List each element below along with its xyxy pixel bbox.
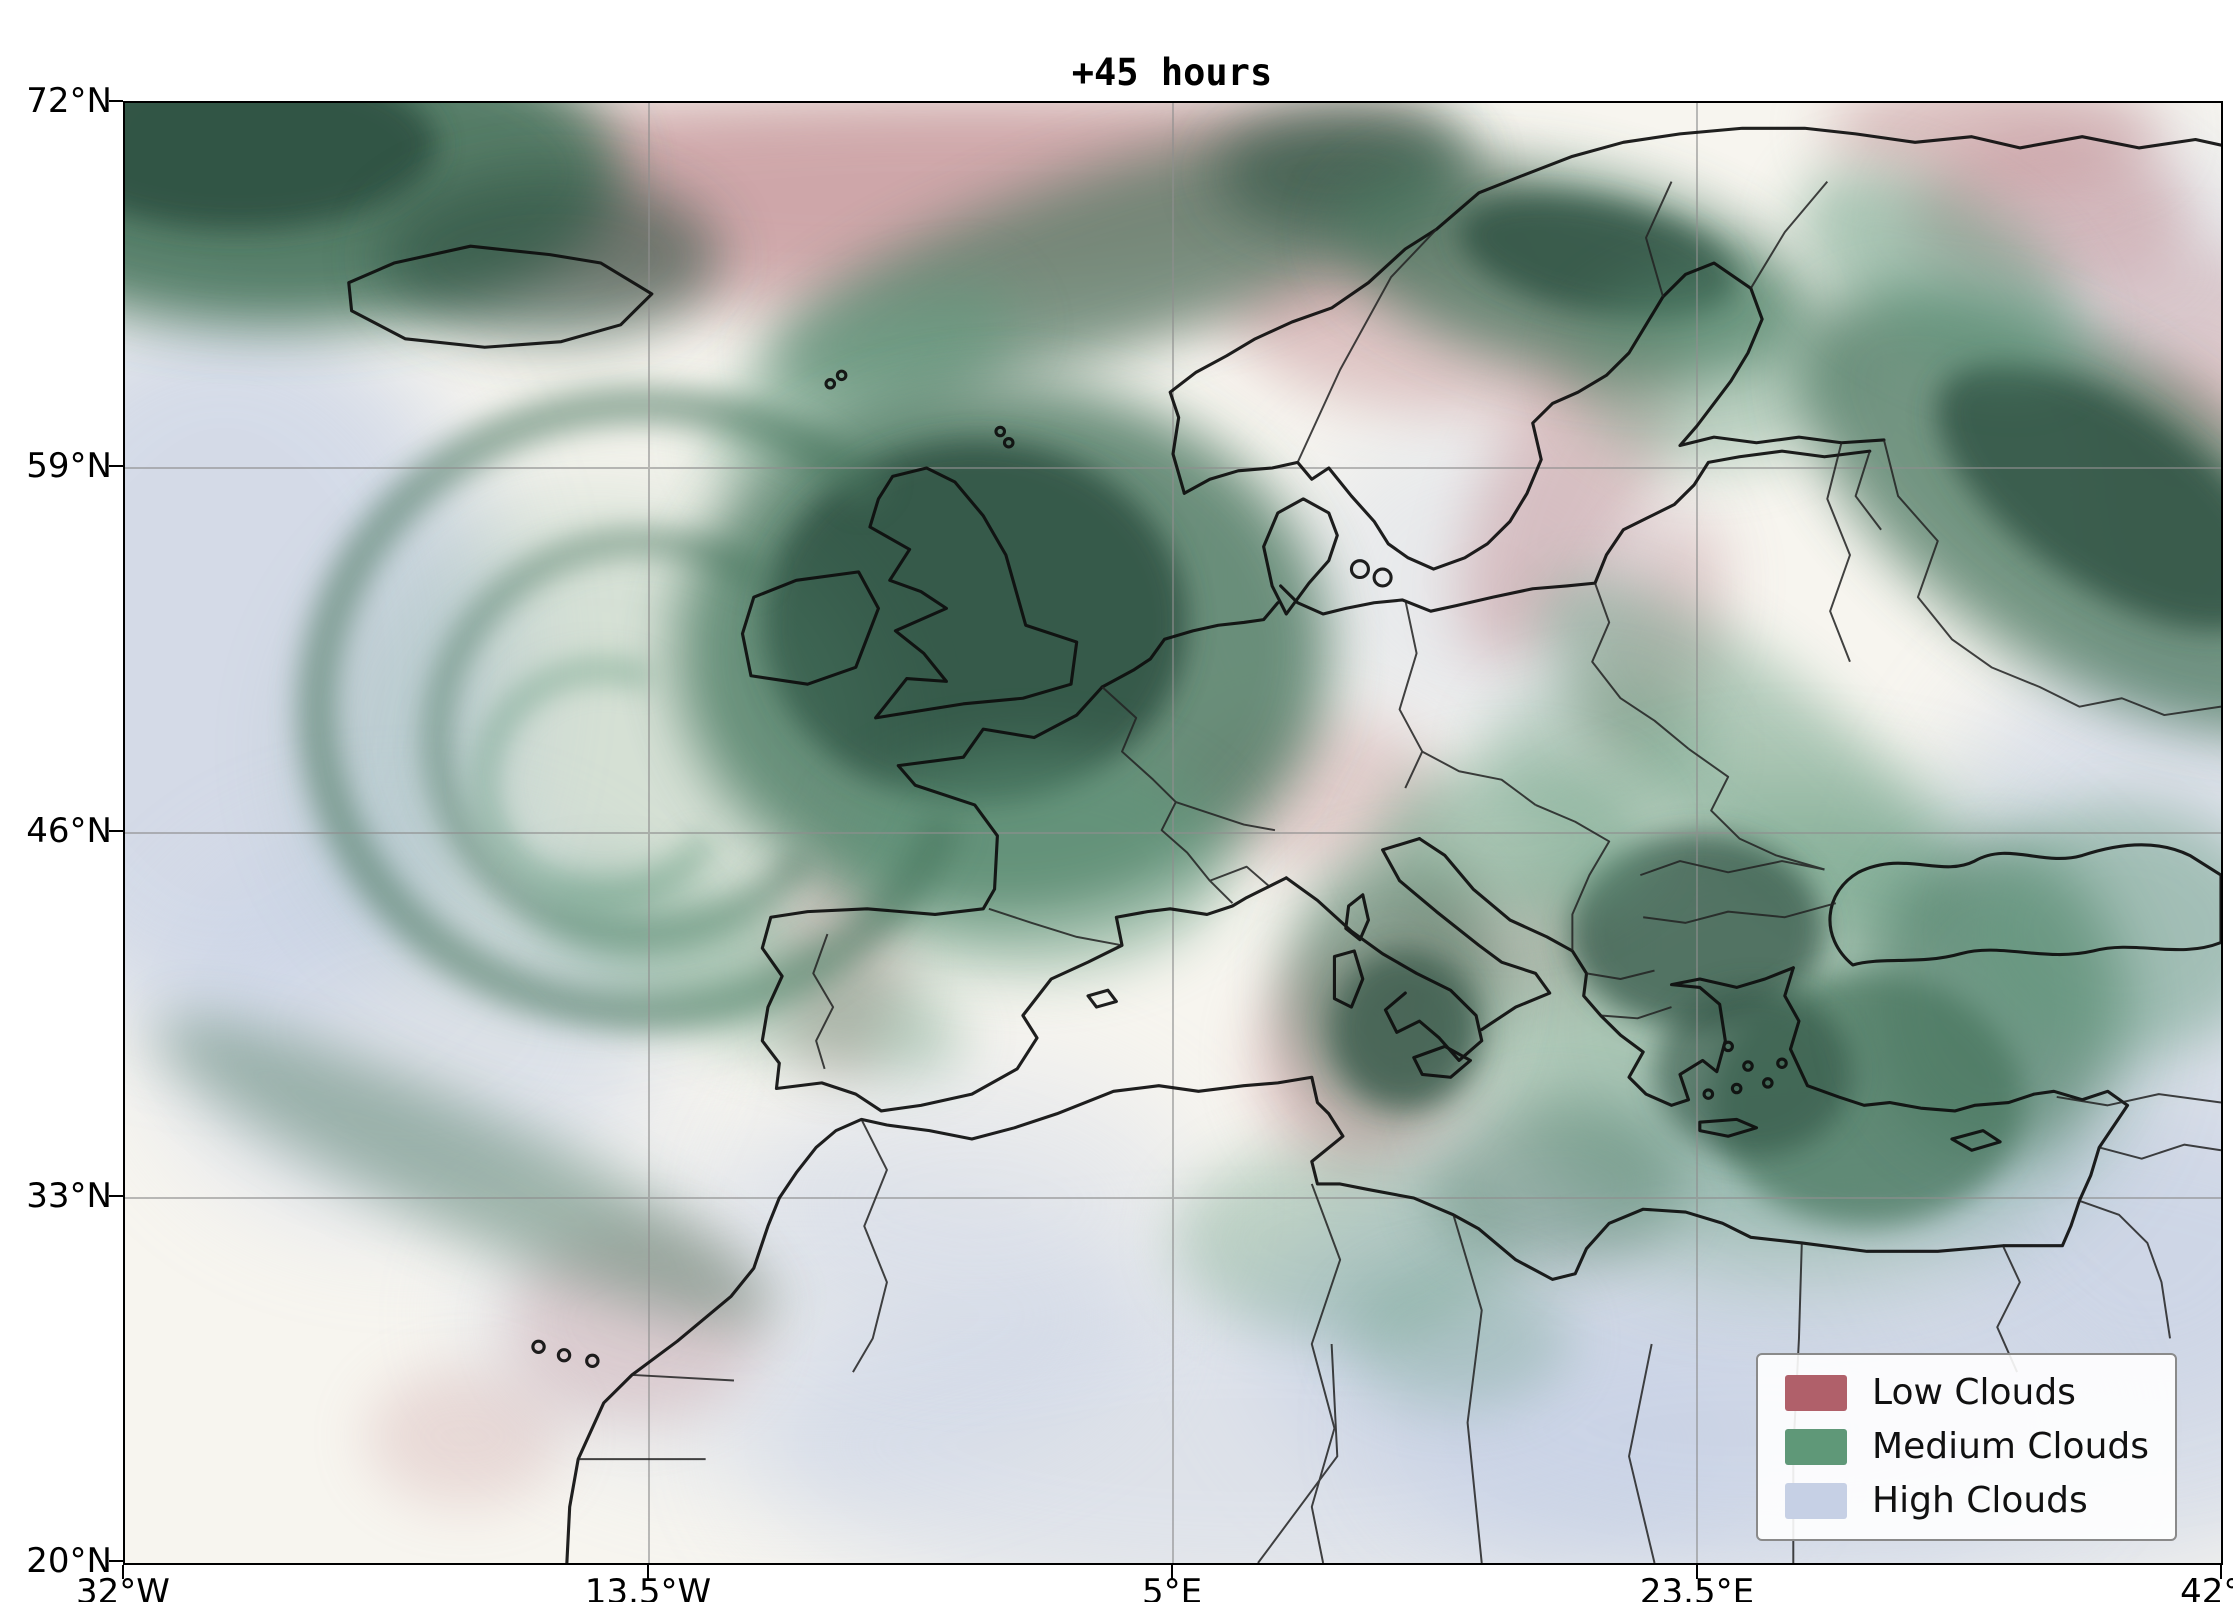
- country-borders: [578, 180, 2221, 1563]
- legend-label-medium-clouds: Medium Clouds: [1872, 1426, 2149, 1467]
- axis-tick: [122, 1565, 124, 1579]
- legend-item-high-clouds: High Clouds: [1784, 1479, 2149, 1523]
- medium-clouds-color: [1785, 1429, 1848, 1465]
- legend-item-low-clouds: Low Clouds: [1784, 1371, 2149, 1415]
- axis-tick: [109, 1560, 123, 1562]
- low-clouds-color: [1785, 1375, 1848, 1411]
- map-graphic: [125, 103, 2221, 1563]
- axis-tick: [1696, 1565, 1698, 1579]
- y-tick-20n: 20°N: [26, 1541, 112, 1581]
- graticule-gridlines: [125, 103, 2221, 1563]
- y-tick-33n: 33°N: [26, 1176, 112, 1216]
- axis-tick: [109, 100, 123, 102]
- y-tick-59n: 59°N: [26, 446, 112, 486]
- forecast-hour: +45 hours: [1071, 51, 1273, 94]
- axis-tick: [647, 1565, 649, 1579]
- legend: Low Clouds Medium Clouds High Clouds: [1756, 1353, 2177, 1541]
- legend-item-medium-clouds: Medium Clouds: [1784, 1425, 2149, 1469]
- x-tick-42e: 42°E: [2180, 1572, 2233, 1602]
- low-clouds-swatch: [1785, 1375, 1848, 1411]
- axis-tick: [109, 1195, 123, 1197]
- coastlines: [347, 126, 2221, 1563]
- y-tick-72n: 72°N: [26, 81, 112, 121]
- medium-clouds-swatch: [1785, 1429, 1848, 1465]
- axis-tick: [109, 830, 123, 832]
- high-clouds-color: [1785, 1483, 1848, 1519]
- axis-tick: [2220, 1565, 2222, 1579]
- axis-tick: [1171, 1565, 1173, 1579]
- legend-label-low-clouds: Low Clouds: [1872, 1372, 2076, 1413]
- y-tick-46n: 46°N: [26, 811, 112, 851]
- map-plot: Low Clouds Medium Clouds High Clouds: [123, 101, 2223, 1565]
- axis-tick: [109, 465, 123, 467]
- high-clouds-swatch: [1785, 1483, 1848, 1519]
- legend-label-high-clouds: High Clouds: [1872, 1480, 2088, 1521]
